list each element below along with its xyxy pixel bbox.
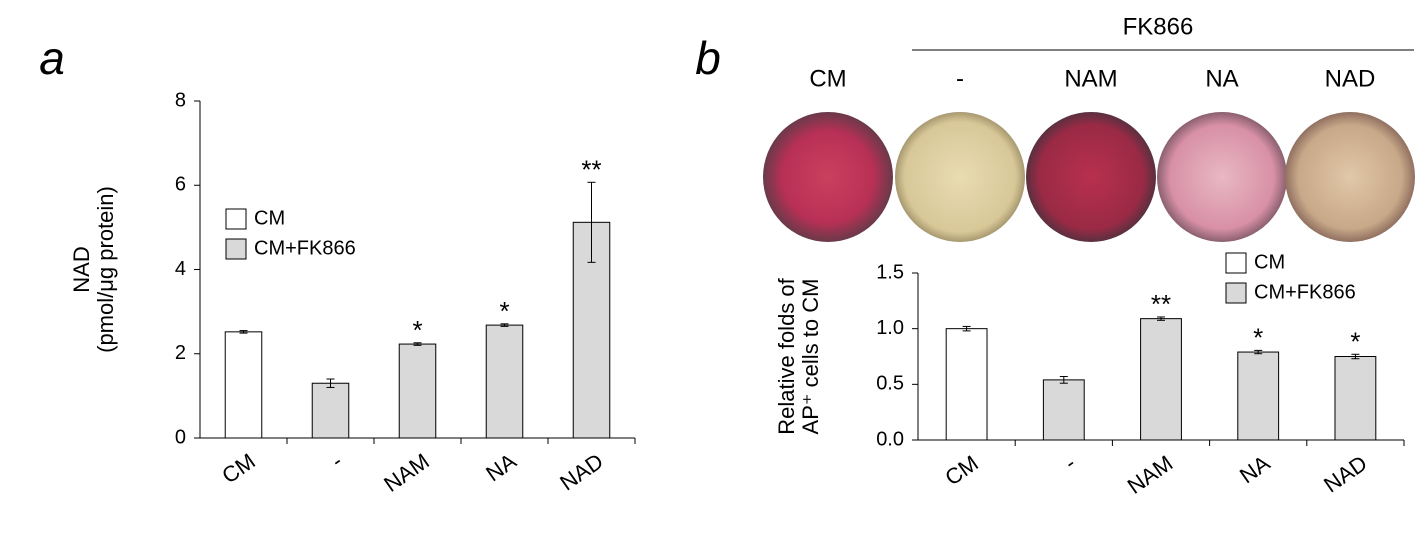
dish-photo — [895, 112, 1025, 242]
error-bar — [1059, 376, 1068, 384]
y-tick-label: 1.5 — [876, 261, 904, 283]
bar — [945, 328, 988, 441]
x-tick-label: NAM — [379, 448, 433, 497]
legend-label: CM — [254, 207, 285, 229]
y-axis-label-line: NAD — [69, 246, 94, 292]
legend-swatch — [225, 208, 247, 230]
legend-label: CM+FK866 — [1254, 281, 1356, 303]
y-tick-label: 2 — [175, 342, 186, 364]
image-label: NAD — [1325, 65, 1376, 92]
bar — [485, 324, 524, 439]
error-bar — [239, 330, 248, 334]
significance-mark: ** — [1151, 289, 1171, 319]
significance-mark: * — [412, 315, 422, 345]
y-axis-label-line: AP⁺ cells to CM — [798, 279, 823, 435]
legend-swatch — [1225, 252, 1247, 274]
significance-mark: * — [499, 296, 509, 326]
image-label: NAM — [1064, 65, 1117, 92]
error-bar — [500, 323, 509, 327]
y-axis-label-line: (pmol/μg protein) — [93, 186, 118, 353]
y-axis-label-line: Relative folds of — [774, 277, 799, 434]
legend-label: CM+FK866 — [254, 237, 356, 259]
bar — [224, 331, 263, 439]
bar — [311, 382, 350, 439]
y-axis-label: Relative folds ofAP⁺ cells to CM — [774, 277, 823, 434]
bar — [1140, 318, 1182, 441]
y-axis-label: NAD(pmol/μg protein) — [69, 186, 118, 353]
y-tick-label: 6 — [175, 174, 186, 196]
x-tick-label: NAD — [1319, 450, 1371, 497]
error-bar — [413, 342, 422, 346]
x-tick-label: - — [326, 448, 346, 473]
x-tick-label: CM — [217, 448, 259, 488]
x-tick-label: - — [1060, 450, 1080, 475]
dish-photo — [763, 112, 893, 242]
panel-label: a — [39, 32, 65, 84]
error-bar — [1254, 349, 1263, 355]
error-bar — [962, 325, 971, 332]
dish-photo — [1285, 112, 1415, 242]
legend-swatch — [225, 238, 247, 260]
dish-photo — [1026, 112, 1156, 242]
dish-photos — [763, 112, 1415, 242]
image-label: CM — [809, 65, 846, 92]
y-tick-label: 0.5 — [876, 373, 904, 395]
x-tick-label: NAD — [555, 448, 607, 495]
error-bar — [587, 181, 596, 263]
image-group-label: FK866 — [1123, 13, 1194, 40]
x-tick-label: CM — [940, 450, 982, 490]
x-tick-label: NAM — [1123, 450, 1177, 499]
error-bar — [1351, 353, 1360, 360]
image-label: - — [956, 65, 964, 92]
significance-mark: * — [1253, 322, 1263, 352]
legend-label: CM — [1254, 251, 1285, 273]
x-tick-label: NA — [481, 448, 521, 486]
legend-swatch — [1225, 282, 1247, 304]
panel-label: b — [695, 32, 721, 84]
y-tick-label: 0.0 — [876, 428, 904, 450]
y-tick-label: 0 — [175, 426, 186, 448]
x-tick-label: NA — [1235, 450, 1275, 488]
significance-mark: ** — [581, 154, 601, 184]
y-tick-label: 1.0 — [876, 317, 904, 339]
y-tick-label: 8 — [175, 89, 186, 111]
bar — [1042, 379, 1085, 441]
bar — [1237, 351, 1280, 441]
dish-photo — [1157, 112, 1287, 242]
bar — [1334, 356, 1377, 441]
image-label: NA — [1205, 65, 1238, 92]
error-bar — [326, 378, 335, 388]
y-tick-label: 4 — [175, 258, 186, 280]
bar — [398, 343, 437, 439]
error-bar — [1157, 316, 1165, 321]
significance-mark: * — [1350, 326, 1360, 356]
